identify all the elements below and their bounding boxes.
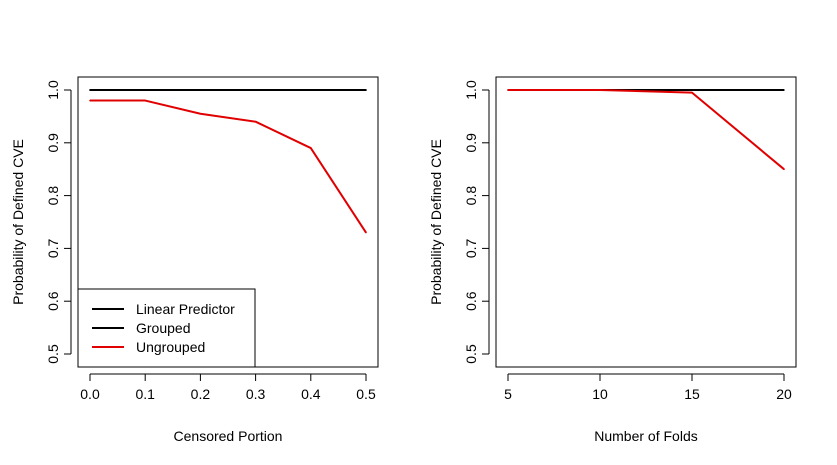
series-1-point bbox=[199, 89, 202, 91]
y-axis-title: Probability of Defined CVE bbox=[10, 139, 26, 305]
x-tick-label: 10 bbox=[592, 386, 608, 402]
plot-frame bbox=[495, 76, 797, 368]
y-tick-label: 1.0 bbox=[463, 80, 479, 100]
legend: Linear Predictor Grouped Ungrouped bbox=[77, 288, 256, 368]
x-tick-label: 0.5 bbox=[356, 386, 376, 402]
x-tick-label: 0.2 bbox=[191, 386, 211, 402]
x-axis-title: Number of Folds bbox=[594, 428, 697, 444]
x-tick-label: 20 bbox=[776, 386, 792, 402]
series-1-point bbox=[507, 89, 509, 91]
legend-label: Linear Predictor bbox=[136, 301, 235, 317]
series-1-point bbox=[365, 89, 367, 91]
legend-label: Grouped bbox=[136, 320, 190, 336]
y-tick-label: 0.9 bbox=[463, 133, 479, 153]
series-2-point bbox=[144, 99, 146, 102]
series-2-point bbox=[89, 99, 91, 102]
x-tick-label: 5 bbox=[504, 386, 512, 402]
y-tick-label: 0.8 bbox=[463, 186, 479, 206]
series-1-point bbox=[89, 89, 91, 91]
x-axis-title: Censored Portion bbox=[174, 428, 283, 444]
series-1-point bbox=[783, 168, 785, 170]
y-tick-label: 1.0 bbox=[45, 80, 61, 100]
series-1-point bbox=[144, 89, 146, 91]
series-1-point bbox=[691, 91, 693, 94]
x-tick-label: 0.1 bbox=[135, 386, 155, 402]
series-2-point bbox=[199, 112, 202, 115]
legend-box bbox=[77, 288, 256, 368]
x-tick-label: 0.3 bbox=[246, 386, 266, 402]
x-tick-label: 0.4 bbox=[301, 386, 321, 402]
series-2-point bbox=[365, 231, 367, 234]
series-0-point bbox=[783, 89, 785, 91]
series-0-point bbox=[691, 89, 693, 91]
legend-label: Ungrouped bbox=[136, 339, 205, 355]
y-tick-label: 0.9 bbox=[45, 133, 61, 153]
y-tick-label: 0.7 bbox=[45, 238, 61, 258]
series-1-point bbox=[254, 89, 257, 91]
x-tick-label: 15 bbox=[684, 386, 700, 402]
series-1-point bbox=[599, 89, 601, 91]
y-tick-label: 0.5 bbox=[45, 344, 61, 364]
panel-number-of-folds: 5 10 15 20 0.5 0.6 0.7 0.8 0.9 1.0 Number of Folds… bbox=[428, 76, 797, 444]
panel-censored-portion: 0.0 0.1 0.2 0.3 0.4 0.5 0.5 0.6 0.7 0.8 0.9 1.0 Cens… bbox=[10, 76, 379, 444]
y-tick-label: 0.5 bbox=[463, 344, 479, 364]
series-line-1 bbox=[508, 89, 785, 170]
series-1-point bbox=[310, 89, 312, 91]
y-tick-label: 0.6 bbox=[463, 291, 479, 311]
series-line-2 bbox=[90, 99, 367, 234]
y-tick-label: 0.7 bbox=[463, 238, 479, 258]
y-axis-title: Probability of Defined CVE bbox=[428, 139, 444, 305]
y-tick-label: 0.6 bbox=[45, 291, 61, 311]
series-2-point bbox=[310, 147, 312, 149]
x-tick-label: 0.0 bbox=[80, 386, 100, 402]
y-tick-label: 0.8 bbox=[45, 186, 61, 206]
series-2-point bbox=[254, 120, 257, 123]
